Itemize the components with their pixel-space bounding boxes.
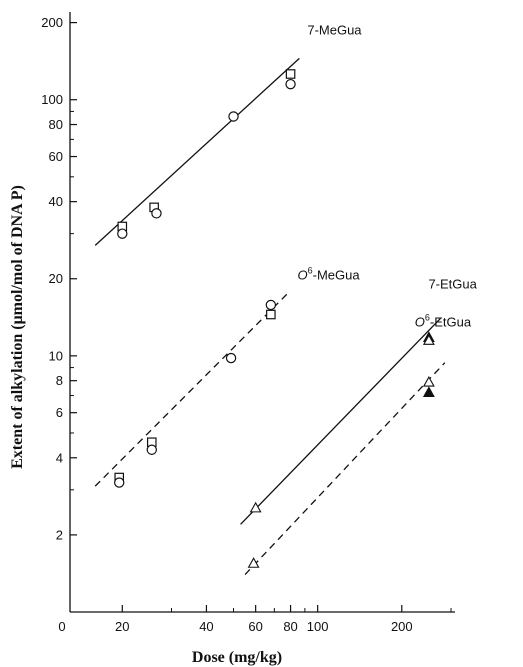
y-tick-label: 200 [41,15,63,30]
y-tick-label: 8 [56,373,63,388]
open-triangle-marker [249,501,262,513]
circle-marker [151,208,162,219]
series-label: 7-MeGua [307,22,362,37]
data-points [114,69,435,568]
y-axis-title: Extent of alkylation (μmol/mol of DNA P) [9,185,26,469]
axes: 2 4 6 8 10 20 40 60 80 100 200 20 40 60 80 100 200 0 [41,12,455,634]
circle-marker [225,352,237,364]
open-triangle-marker [422,334,435,345]
x-tick-label: 20 [115,619,129,634]
x-tick-label: 60 [248,619,262,634]
y-tick-label: 80 [49,117,63,132]
circle-marker [114,477,125,488]
fit-line [240,317,441,525]
series-labels: 7-MeGua O6-MeGua 7-EtGua O6-EtGua [297,22,477,329]
open-triangle-marker [247,557,260,568]
series-label: O6-MeGua [297,266,360,283]
circle-marker [285,78,296,90]
x-tick-label: 80 [283,619,297,634]
x-tick-label: 100 [307,619,329,634]
series-label: 7-EtGua [428,276,477,291]
square-marker [285,69,296,79]
y-tick-label: 4 [56,450,63,465]
x-tick-label: 200 [391,619,413,634]
x-axis-title: Dose (mg/kg) [192,649,282,666]
y-tick-label: 60 [49,149,63,164]
series-label: O6-EtGua [415,313,472,330]
fit-line [94,293,288,487]
y-tick-label: 40 [49,194,63,209]
y-tick-label: 20 [49,271,63,286]
filled-triangle-marker [422,386,435,397]
x-tick-label: 40 [199,619,213,634]
fit-line [94,57,300,246]
circle-marker [117,228,128,239]
circle-marker [265,299,277,311]
circle-marker [146,444,157,455]
square-marker [266,309,276,320]
y-tick-label: 2 [56,527,63,542]
circle-marker [228,111,239,122]
y-tick-label: 6 [56,405,63,420]
y-tick-label: 10 [49,348,63,363]
fit-line [244,362,446,576]
x-origin-label: 0 [58,619,65,634]
open-triangle-marker [422,375,435,387]
fit-lines [94,57,446,576]
y-tick-label: 100 [41,92,63,107]
